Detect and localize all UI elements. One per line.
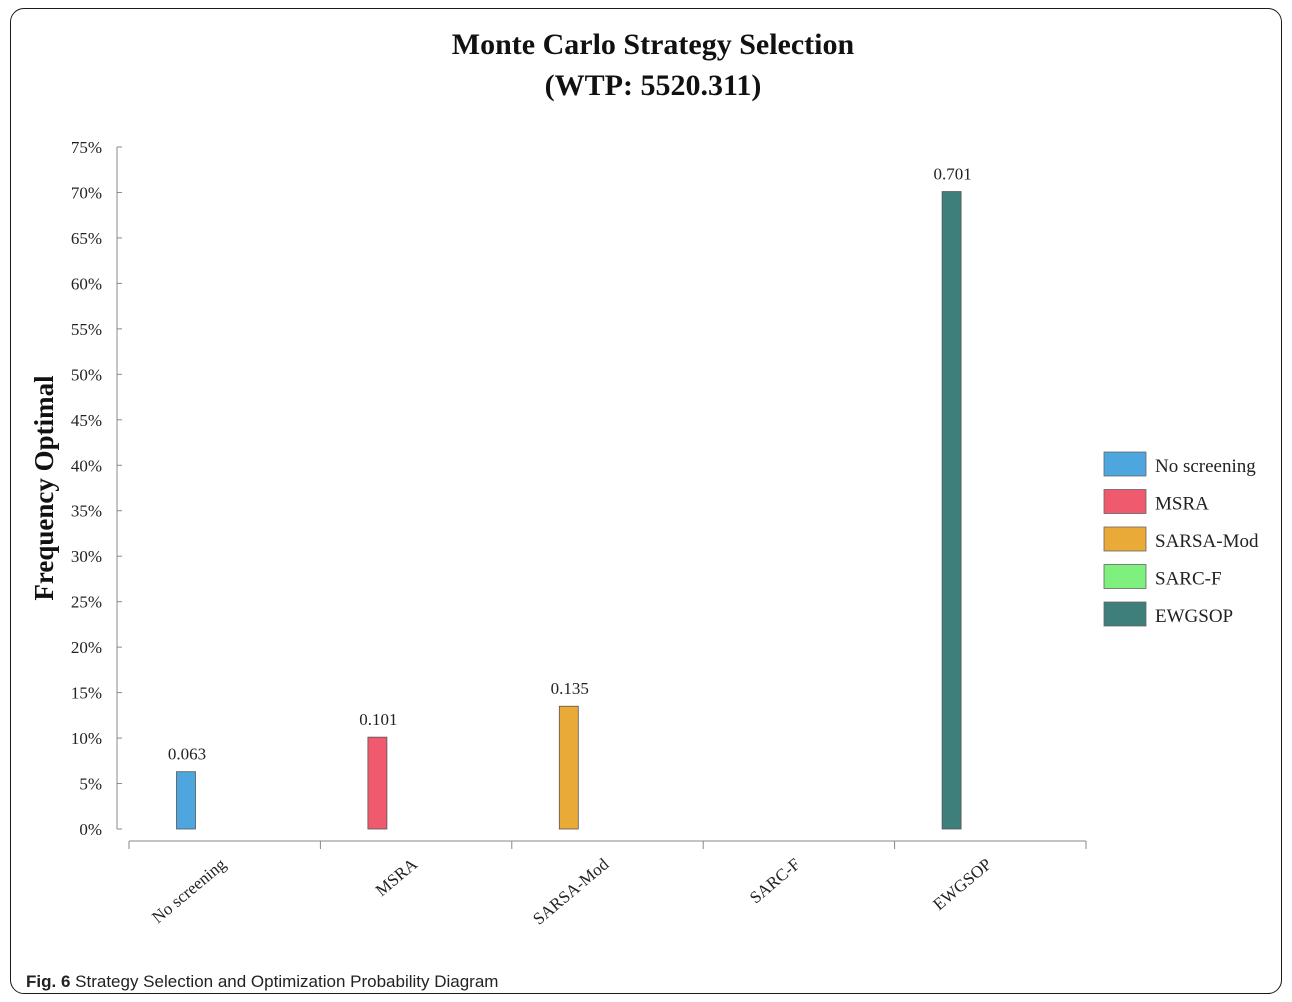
bar-no-screening [176,771,196,830]
legend-label: MSRA [1155,494,1209,515]
legend-label: SARC-F [1155,569,1222,590]
y-tick-label: 55% [71,320,102,339]
y-tick-label: 50% [71,365,102,384]
y-tick-label: 70% [71,183,102,202]
y-tick-label: 30% [71,547,102,566]
y-tick-label: 10% [71,729,102,748]
bar-ewgsop [941,191,962,830]
data-label: 0.135 [551,679,589,698]
chart-title-line2: (WTP: 5520.311) [545,69,762,102]
caption-text: Strategy Selection and Optimization Prob… [75,972,499,991]
y-tick-label: 45% [71,411,102,430]
y-tick-label: 60% [71,274,102,293]
x-tick-label: SARC-F [746,855,804,908]
legend-label: No screening [1155,456,1256,477]
legend-swatch [1103,451,1147,477]
figure-frame [10,8,1282,994]
y-tick-label: 25% [71,593,102,612]
x-tick-label: SARSA-Mod [529,854,613,928]
legend-swatch [1103,564,1147,589]
data-label: 0.701 [933,165,971,184]
data-label: 0.063 [168,745,206,764]
y-tick-label: 5% [79,775,102,794]
y-tick-label: 35% [71,502,102,521]
y-tick-label: 40% [71,456,102,475]
x-tick-label: EWGSOP [929,855,995,914]
bar-msra [367,736,388,830]
legend-swatch [1103,489,1147,514]
y-tick-label: 65% [71,229,102,248]
legend-label: SARSA-Mod [1155,531,1259,552]
data-label: 0.101 [359,710,397,729]
y-axis-label: Frequency Optimal [29,375,59,601]
figure-caption: Fig. 6 Strategy Selection and Optimizati… [26,972,503,992]
chart-title-line1: Monte Carlo Strategy Selection [452,28,855,61]
y-tick-label: 20% [71,638,102,657]
y-tick-label: 75% [71,138,102,157]
y-tick-label: 0% [79,820,102,839]
x-tick-label: MSRA [372,854,422,900]
x-tick-label: No screening [148,854,230,927]
y-tick-label: 15% [71,684,102,703]
legend-swatch [1103,601,1147,627]
caption-label: Fig. 6 [26,972,71,991]
legend-label: EWGSOP [1155,606,1233,627]
legend-swatch [1103,526,1147,552]
bar-sarsa-mod [558,705,579,830]
